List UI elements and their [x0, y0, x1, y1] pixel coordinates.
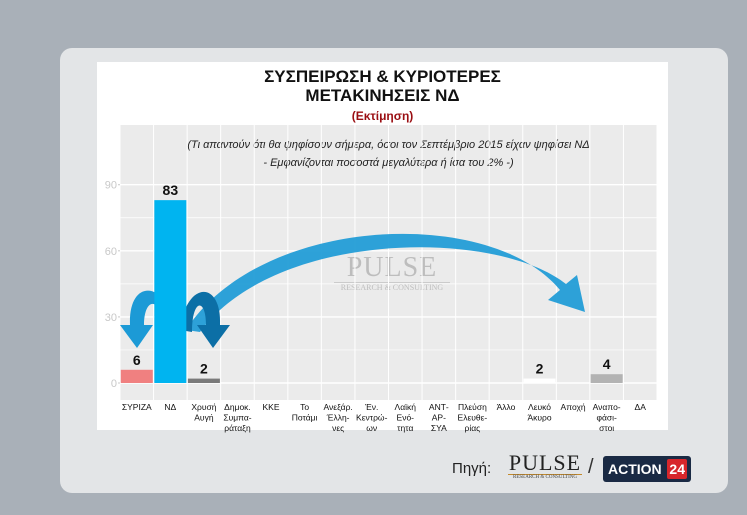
x-tick-label: Λαϊκή Ενό-τητα	[395, 402, 417, 433]
bar	[590, 374, 623, 383]
y-tick-label: 0	[111, 378, 117, 390]
pulse-logo-tagline: RESEARCH & CONSULTING	[508, 474, 582, 480]
source-label: Πηγή:	[452, 460, 492, 477]
x-tick-label: Λευκό Άκυρο	[527, 402, 551, 423]
bar-value-label: 83	[163, 182, 179, 198]
x-tick-label: Έν. Κεντρώ-ων	[356, 402, 388, 433]
x-tick-label: Αναπο-φάσι-στοι	[593, 402, 621, 433]
chart-title-line1: ΣΥΣΠΕΙΡΩΣΗ & ΚΥΡΙΟΤΕΡΕΣ	[264, 67, 501, 86]
bar	[187, 378, 220, 383]
watermark-word: PULSE	[346, 252, 438, 283]
bar-value-label: 2	[200, 361, 208, 377]
pulse-logo: PULSE RESEARCH & CONSULTING	[508, 452, 582, 484]
bar-value-label: 2	[536, 361, 544, 377]
pulse-logo-word: PULSE	[508, 450, 582, 475]
bar	[120, 369, 153, 383]
x-tick-label: Πλεύση Ελευθε-ρίας	[458, 402, 488, 433]
watermark-tagline: RESEARCH & CONSULTING	[334, 282, 450, 292]
x-tick-label: Ανεξάρ. Έλλη-νες	[324, 402, 353, 433]
chart-title-line2: ΜΕΤΑΚΙΝΗΣΕΙΣ ΝΔ	[305, 86, 460, 105]
arrow-to-golden-dawn	[180, 291, 230, 348]
x-tick-label: Αποχή	[561, 402, 586, 412]
action24-number: 24	[667, 459, 687, 479]
logo-separator: /	[588, 456, 594, 478]
x-tick-label: Το Ποτάμι	[292, 402, 318, 423]
bar	[154, 200, 187, 383]
x-tick-label: ΣΥΡΙΖΑ	[122, 402, 152, 412]
x-tick-label: ΑΝΤ-ΑΡ-ΣΥΑ	[429, 402, 449, 433]
x-tick-label: ΔΑ	[635, 402, 647, 412]
bar-value-label: 6	[133, 352, 141, 368]
x-tick-label: ΝΔ	[164, 402, 176, 412]
bar	[523, 378, 556, 383]
bar-value-label: 4	[603, 356, 611, 372]
y-tick-label: 90	[105, 180, 117, 192]
x-tick-label: ΚΚΕ	[263, 402, 280, 412]
pulse-watermark: PULSE RESEARCH & CONSULTING	[334, 254, 450, 292]
x-tick-label: Άλλο	[497, 402, 516, 412]
x-tick-label: Χρυσή Αυγή	[191, 402, 216, 423]
arrow-to-undecided	[186, 233, 585, 332]
action24-logo: ACTION 24	[603, 456, 691, 482]
x-tick-label: Δημοκ. Συμπα-ράταξη	[223, 402, 251, 433]
y-tick-label: 30	[105, 312, 117, 324]
y-tick-label: 60	[105, 246, 117, 258]
chart-subtitle: (Εκτίμηση)	[351, 109, 414, 123]
action24-word: ACTION	[608, 461, 662, 477]
